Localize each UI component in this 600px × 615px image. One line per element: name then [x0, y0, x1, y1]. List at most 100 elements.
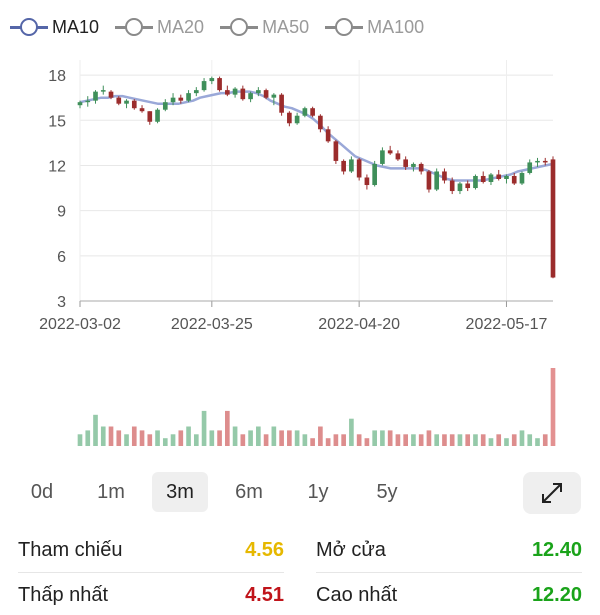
- candle: [473, 174, 478, 190]
- volume-bars: [77, 368, 556, 446]
- volume-bar: [193, 434, 199, 446]
- candle-body: [480, 175, 486, 183]
- candle: [217, 76, 222, 92]
- candle: [364, 174, 370, 190]
- candle-body: [550, 159, 556, 278]
- candle: [333, 139, 339, 164]
- candle: [535, 157, 540, 167]
- stat-reference-label: Tham chiếu: [18, 538, 123, 561]
- candle-body: [465, 183, 471, 189]
- volume-bar: [201, 410, 207, 446]
- volume-bar: [550, 368, 556, 446]
- candle-body: [442, 171, 447, 181]
- candle: [349, 156, 354, 173]
- volume-bar: [380, 430, 385, 446]
- legend-item-ma50[interactable]: MA50: [220, 17, 309, 38]
- volume-bar: [519, 430, 525, 446]
- candle-body: [411, 163, 416, 167]
- tab-6m[interactable]: 6m: [235, 481, 263, 503]
- candle: [372, 160, 377, 187]
- volume-bar: [349, 418, 354, 446]
- candle: [387, 145, 393, 155]
- volume-bar: [271, 426, 277, 446]
- candle: [294, 112, 300, 125]
- candle-body: [232, 88, 238, 95]
- candle: [434, 168, 440, 192]
- legend-marker-icon: [10, 17, 48, 37]
- x-tick-label: 2022-04-20: [318, 316, 400, 333]
- candle-body: [504, 175, 509, 179]
- candle-body: [325, 129, 331, 142]
- candle: [325, 126, 331, 143]
- candle-body: [380, 150, 385, 164]
- candle-body: [77, 102, 83, 106]
- candle-body: [131, 100, 137, 109]
- candle: [139, 105, 145, 113]
- candle: [248, 91, 253, 103]
- expand-button[interactable]: [523, 472, 581, 514]
- candle: [465, 180, 471, 192]
- volume-bar: [279, 430, 284, 446]
- candle: [93, 90, 98, 104]
- volume-bar: [186, 426, 191, 446]
- candle-body: [256, 90, 261, 94]
- legend-marker-icon: [220, 17, 259, 37]
- candle-body: [108, 91, 114, 98]
- legend-item-ma20[interactable]: MA20: [115, 17, 204, 38]
- candle: [124, 99, 129, 109]
- candle-body: [217, 78, 222, 91]
- volume-bar: [116, 430, 122, 446]
- candle-body: [85, 100, 91, 103]
- y-tick-label: 12: [48, 158, 66, 175]
- candle: [131, 99, 137, 110]
- ma-layer: [79, 90, 554, 182]
- legend-item-ma10[interactable]: MA10: [10, 17, 99, 38]
- expand-icon: [542, 483, 562, 503]
- volume-bar: [170, 434, 176, 446]
- stat-open-label: Mở cửa: [316, 538, 386, 561]
- candle: [318, 114, 323, 133]
- price-chart: 18 15 12 9 6 3 2022-03-02 2022-03-25 2022-04-20 2…: [39, 60, 556, 446]
- candle-body: [527, 162, 533, 173]
- volume-bar: [504, 438, 509, 446]
- candle: [550, 156, 556, 279]
- volume-bar: [93, 414, 98, 446]
- tab-1m[interactable]: 1m: [97, 481, 125, 503]
- candle: [442, 168, 447, 184]
- candle: [380, 147, 385, 166]
- tab-3m[interactable]: 3m: [152, 472, 208, 512]
- y-tick-label: 9: [57, 204, 66, 221]
- tab-5y[interactable]: 5y: [376, 481, 398, 503]
- y-tick-label: 6: [57, 249, 66, 266]
- volume-bar: [131, 426, 137, 446]
- legend-item-ma100[interactable]: MA100: [325, 17, 424, 38]
- candle: [100, 85, 106, 95]
- legend-label: MA100: [367, 16, 425, 37]
- candle-body: [364, 177, 370, 186]
- volume-bar: [100, 426, 106, 446]
- candle: [411, 162, 416, 172]
- candle: [193, 87, 199, 97]
- volume-bar: [147, 434, 153, 446]
- y-tick-label: 3: [57, 294, 66, 311]
- candle-body: [341, 160, 346, 172]
- candle-body: [310, 108, 315, 116]
- candle-body: [147, 111, 153, 122]
- candle-body: [263, 90, 269, 98]
- volume-bar: [325, 438, 331, 446]
- volume-bar: [527, 434, 533, 446]
- volume-bar: [473, 434, 478, 446]
- candle: [263, 88, 269, 100]
- volume-bar: [488, 438, 494, 446]
- legend-label: MA50: [262, 16, 310, 37]
- tab-0d[interactable]: 0d: [30, 481, 54, 503]
- stat-high-value: 12.20: [531, 583, 582, 606]
- candle: [480, 171, 486, 184]
- x-tick-label: 2022-03-25: [171, 316, 253, 333]
- stat-low-label: Thấp nhất: [18, 583, 109, 606]
- ma-legend: MA10 MA20 MA50 MA100: [10, 12, 440, 42]
- candle-body: [356, 159, 362, 178]
- volume-bar: [480, 434, 486, 446]
- candle-body: [349, 159, 354, 172]
- tab-1y[interactable]: 1y: [307, 481, 329, 503]
